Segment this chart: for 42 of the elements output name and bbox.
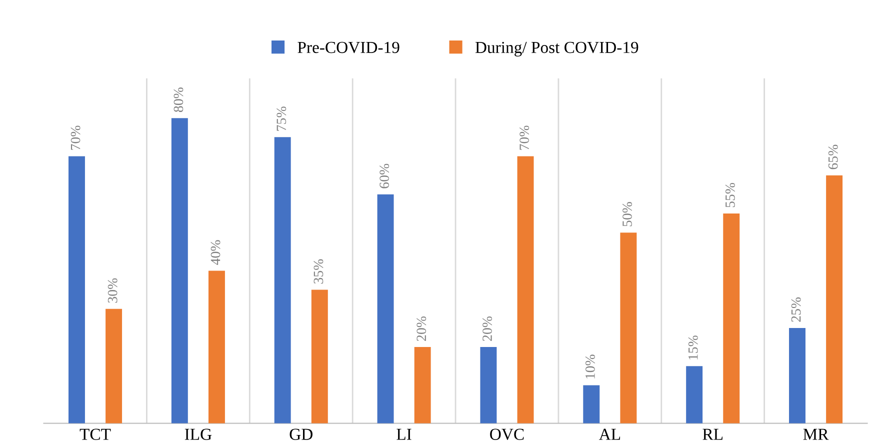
bar [377,194,394,424]
bar [826,175,843,424]
data-label: 80% [174,88,184,112]
bar [68,156,85,424]
x-tick-label: OVC [490,428,524,440]
bar [517,156,534,424]
bar [414,347,431,424]
data-label: 55% [725,182,735,208]
data-label: 75% [276,106,286,131]
bar [620,232,637,424]
data-label: 30% [108,278,118,303]
x-tick-label: AL [598,428,620,440]
legend-label: Pre-COVID-19 [298,42,400,54]
data-label: 20% [416,316,426,341]
data-label: 20% [482,316,492,341]
data-label: 40% [210,240,220,265]
bar [106,308,122,424]
bar [480,347,497,424]
x-tick-label: RL [702,428,722,440]
x-tick-label: TCT [80,428,111,440]
data-label: 15% [688,336,698,360]
bar [583,385,600,424]
x-tick-label: GD [290,428,312,440]
data-label: 10% [585,354,595,378]
bar [311,290,328,424]
bar [274,137,291,424]
data-label: 70% [70,126,80,150]
data-label: 60% [380,164,390,188]
data-label: 50% [622,202,632,226]
bar [208,270,225,424]
data-label: 65% [828,144,838,170]
data-label: 70% [520,126,530,150]
data-label: 25% [791,297,801,322]
bar [723,213,740,424]
bar [686,366,703,424]
x-tick-label: LI [396,428,412,440]
x-tick-label: MR [803,428,829,440]
bar [171,118,188,424]
data-label: 35% [314,259,324,284]
x-tick-label: ILG [184,428,212,440]
legend-label: During/ Post COVID-19 [475,42,638,56]
bar [789,328,806,424]
